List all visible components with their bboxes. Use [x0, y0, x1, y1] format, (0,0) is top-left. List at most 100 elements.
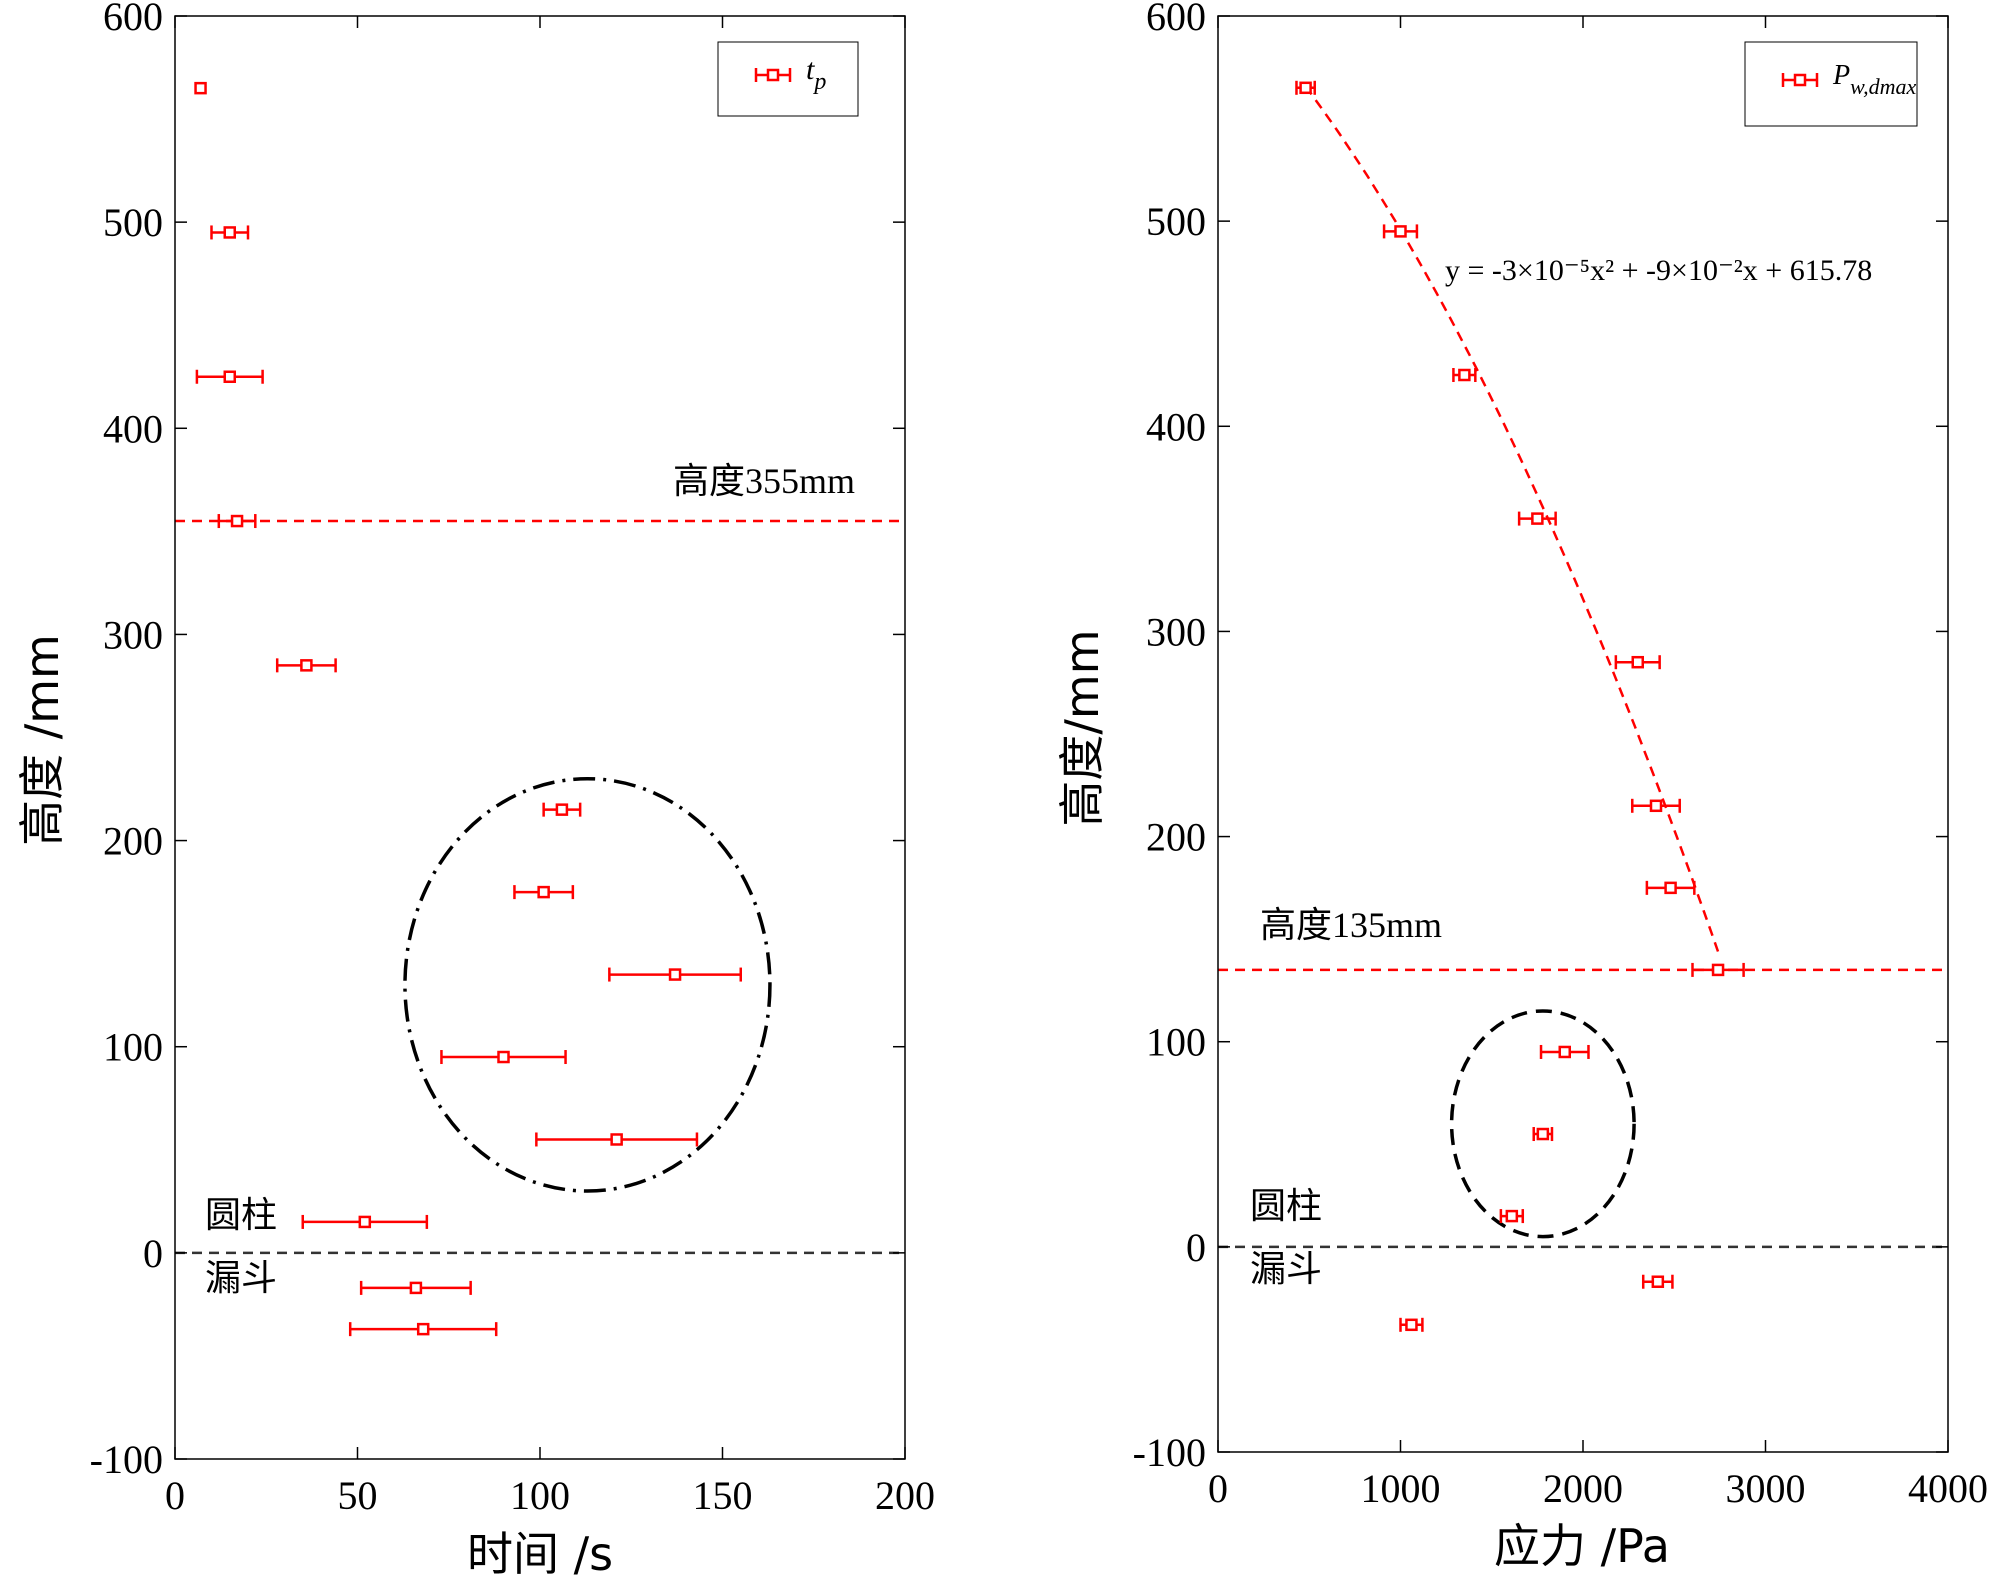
y-tick-label: 400	[1146, 404, 1206, 449]
legend-label-main: P	[1832, 60, 1850, 91]
y-tick-label: -100	[1133, 1430, 1206, 1475]
point-marker	[358, 1215, 372, 1229]
legend-point-marker	[1793, 73, 1807, 87]
y-tick-label: 400	[103, 406, 163, 451]
y-tick-label: 500	[103, 200, 163, 245]
y-axis-label: 高度 /mm	[15, 634, 69, 846]
point-marker	[416, 1322, 430, 1336]
point-marker	[194, 81, 207, 95]
data-point	[1691, 962, 1745, 977]
point-marker	[300, 659, 313, 672]
point-marker	[223, 370, 236, 383]
y-tick-label: 200	[1146, 815, 1206, 860]
data-point	[440, 1050, 567, 1065]
legend-point-marker	[766, 68, 780, 82]
point-marker	[537, 885, 550, 899]
data-point	[301, 1214, 429, 1229]
data-point	[1532, 1127, 1554, 1142]
legend-label: Pw,dmax	[1832, 60, 1917, 99]
point-marker	[1394, 225, 1407, 238]
data-point	[535, 1132, 699, 1147]
data-point	[1499, 1209, 1525, 1224]
x-tick-label: 4000	[1908, 1466, 1988, 1511]
data-point	[1295, 80, 1316, 95]
annotation-cylinder: 圆柱	[205, 1195, 277, 1235]
annotation-funnel: 漏斗	[1250, 1249, 1322, 1289]
x-tick-label: 1000	[1361, 1466, 1441, 1511]
legend-label-sub: w,dmax	[1850, 74, 1916, 99]
legend-label-sub: p	[812, 69, 826, 95]
y-axis-label: 高度/mm	[1055, 629, 1109, 826]
data-point	[1452, 368, 1477, 382]
y-tick-label: 500	[1146, 199, 1206, 244]
point-marker	[409, 1281, 423, 1295]
x-axis-label: 时间 /s	[467, 1527, 613, 1581]
x-tick-label: 3000	[1726, 1466, 1806, 1511]
x-tick-label: 100	[510, 1473, 570, 1518]
x-axis-label: 应力 /Pa	[1494, 1519, 1670, 1573]
y-tick-label: -100	[90, 1437, 163, 1482]
fit-curve	[1304, 85, 1720, 952]
legend: Pw,dmax	[1744, 41, 1918, 127]
data-point	[513, 885, 575, 900]
point-marker	[1536, 1127, 1550, 1141]
legend-label-main: t	[806, 53, 815, 86]
point-marker	[1405, 1318, 1418, 1332]
legend-marker	[754, 68, 792, 82]
fit-equation: y = -3×10⁻⁵x² + -9×10⁻²x + 615.78	[1445, 254, 1872, 287]
point-marker	[223, 226, 236, 239]
data-point	[608, 967, 742, 982]
legend-marker	[1781, 73, 1819, 87]
legend-box	[717, 41, 859, 117]
x-tick-label: 200	[875, 1473, 935, 1518]
point-marker	[1505, 1209, 1519, 1223]
legend: tp	[717, 41, 859, 117]
point-marker	[1531, 512, 1544, 525]
ref-line-label: 高度355mm	[673, 461, 855, 501]
point-marker	[1711, 963, 1725, 977]
point-marker	[1664, 881, 1677, 895]
data-point	[1641, 1274, 1674, 1289]
data-point	[1645, 880, 1696, 895]
data-point	[542, 802, 582, 817]
y-tick-label: 600	[1146, 0, 1206, 39]
right-chart: 0 1000 2000 3000 4000-1000100200300400500600…	[1055, 0, 1988, 1573]
point-marker	[497, 1050, 510, 1064]
data-point	[194, 81, 207, 95]
annotation-funnel: 漏斗	[205, 1258, 277, 1298]
highlight-ellipse	[403, 776, 772, 1193]
y-tick-label: 200	[103, 819, 163, 864]
ref-line-label: 高度135mm	[1260, 905, 1442, 945]
y-tick-label: 100	[1146, 1020, 1206, 1065]
point-marker	[1631, 655, 1644, 669]
annotation-cylinder: 圆柱	[1250, 1186, 1322, 1226]
data-point	[359, 1280, 472, 1295]
x-tick-label: 0	[165, 1473, 185, 1518]
y-tick-label: 300	[103, 612, 163, 657]
legend-label: tp	[806, 53, 826, 95]
data-point	[348, 1322, 498, 1337]
point-marker	[555, 803, 569, 816]
data-point	[195, 369, 264, 384]
y-tick-label: 0	[143, 1231, 163, 1276]
x-tick-label: 0	[1208, 1466, 1228, 1511]
data-point	[275, 658, 337, 673]
y-tick-label: 0	[1186, 1225, 1206, 1270]
point-marker	[610, 1133, 623, 1146]
data-point	[1517, 511, 1557, 526]
highlight-ellipse	[1449, 1009, 1636, 1239]
point-marker	[230, 514, 244, 528]
x-tick-label: 2000	[1543, 1466, 1623, 1511]
plot-frame	[174, 15, 906, 1460]
point-marker	[1299, 81, 1312, 95]
plot-frame	[1217, 15, 1949, 1453]
data-point	[1539, 1044, 1590, 1059]
legend-box	[1744, 41, 1918, 127]
point-marker	[1558, 1045, 1571, 1059]
data-point	[1399, 1317, 1424, 1332]
point-marker	[1649, 799, 1663, 813]
data-point	[1631, 798, 1681, 813]
data-point	[1614, 655, 1661, 670]
